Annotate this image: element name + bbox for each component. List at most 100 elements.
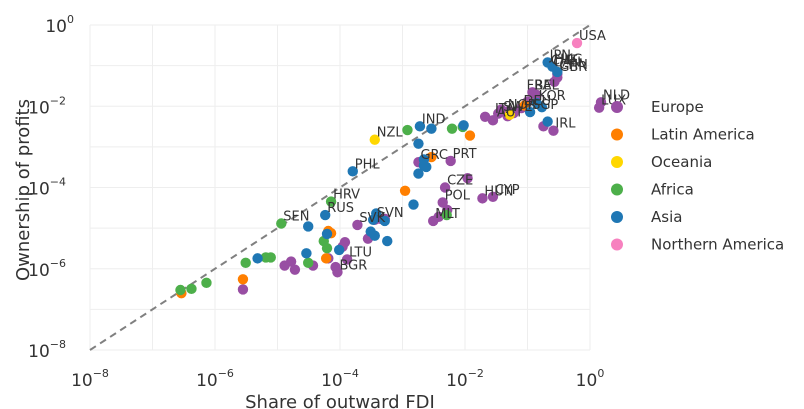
data-point: [479, 111, 491, 122]
data-point: [487, 191, 499, 203]
point-label: NZL: [377, 126, 404, 141]
data-point: [464, 130, 476, 141]
y-tick-label: 10−8: [28, 338, 66, 362]
data-point: [240, 257, 251, 269]
y-tick-label: 100: [45, 13, 74, 37]
point-label: ITA: [495, 102, 515, 117]
data-point: [477, 193, 488, 204]
point-label: USA: [579, 29, 606, 44]
data-point: [531, 89, 542, 101]
x-tick-label: 10−4: [321, 367, 359, 391]
data-point: [446, 123, 458, 134]
point-label: AUT: [497, 106, 523, 121]
point-label: CHE: [551, 53, 578, 68]
data-point: [321, 243, 333, 254]
legend-marker: [611, 238, 623, 251]
data-point: [237, 274, 249, 285]
data-point: [402, 124, 413, 136]
point-label: BGR: [339, 258, 367, 273]
point-label: LTU: [349, 245, 372, 260]
data-point: [201, 277, 212, 289]
data-point: [542, 116, 553, 127]
data-point: [320, 209, 331, 221]
x-tick-label: 100: [576, 367, 605, 391]
data-point: [413, 168, 424, 179]
point-label: FRA: [527, 78, 552, 93]
data-points: [175, 37, 607, 299]
point-label: IRL: [555, 117, 576, 132]
point-label: GRC: [420, 148, 448, 163]
data-point: [341, 254, 353, 265]
data-point: [303, 257, 314, 269]
x-axis-title: Share of outward FDI: [245, 392, 435, 409]
data-point: [524, 106, 536, 118]
point-label: RUS: [327, 201, 354, 216]
legend-label: Europe: [651, 98, 704, 116]
data-point: [279, 260, 290, 271]
point-label: BEL: [534, 78, 559, 93]
point-label: IND: [422, 112, 446, 127]
legend-label: Oceania: [651, 153, 712, 171]
data-point: [593, 102, 605, 113]
legend-marker: [611, 156, 623, 168]
data-point: [289, 264, 301, 275]
data-point: [371, 208, 382, 219]
data-point: [333, 244, 345, 256]
data-point: [413, 138, 424, 149]
data-point: [439, 182, 451, 193]
x-tick-label: 10−8: [71, 367, 109, 391]
point-label: CAN: [553, 56, 581, 71]
data-point: [445, 155, 456, 167]
data-point: [382, 235, 393, 247]
data-point: [399, 185, 411, 196]
legend-marker: [611, 128, 623, 141]
y-axis-title: Ownership of profits: [13, 99, 34, 281]
point-label: SWE: [503, 100, 532, 115]
data-point: [347, 166, 358, 177]
data-point: [321, 228, 333, 240]
point-label: GBR: [559, 60, 587, 75]
data-point: [418, 160, 430, 171]
point-label: MLT: [435, 207, 460, 222]
data-point: [462, 172, 473, 184]
data-point: [379, 215, 390, 227]
reference-diagonal-line: [89, 24, 591, 351]
point-label: NLD: [603, 88, 630, 103]
data-point: [433, 211, 444, 223]
data-point: [548, 125, 559, 136]
point-label: DEU: [523, 94, 551, 109]
data-point: [332, 267, 343, 278]
point-label: SGP: [532, 98, 558, 113]
legend-label: Northern America: [651, 236, 784, 254]
point-label: JPN: [549, 48, 571, 63]
data-point: [365, 226, 376, 237]
data-point: [549, 76, 560, 87]
grid-lines: [89, 24, 591, 351]
legend: Europe Latin America Oceania Africa Asia Nort…: [611, 98, 784, 254]
point-label: NOR: [508, 98, 537, 113]
data-point: [276, 218, 287, 229]
point-label: HRV: [333, 188, 360, 203]
legend-label: Africa: [651, 181, 694, 199]
data-point: [571, 37, 583, 49]
point-label: SVK: [359, 211, 385, 226]
legend-label: Latin America: [651, 126, 755, 144]
point-label: CYP: [495, 183, 520, 198]
data-point: [426, 123, 437, 134]
data-point: [369, 134, 380, 145]
legend-marker: [611, 211, 623, 223]
data-point: [437, 197, 448, 208]
point-label: HKG: [554, 53, 582, 68]
point-label: SVN: [377, 206, 404, 221]
data-point: [265, 252, 276, 263]
data-point: [487, 115, 499, 126]
point-label: SEN: [283, 209, 309, 224]
data-point: [408, 199, 419, 210]
data-point: [441, 209, 452, 221]
data-point: [175, 284, 186, 296]
data-point: [458, 120, 469, 131]
data-point: [252, 253, 263, 264]
